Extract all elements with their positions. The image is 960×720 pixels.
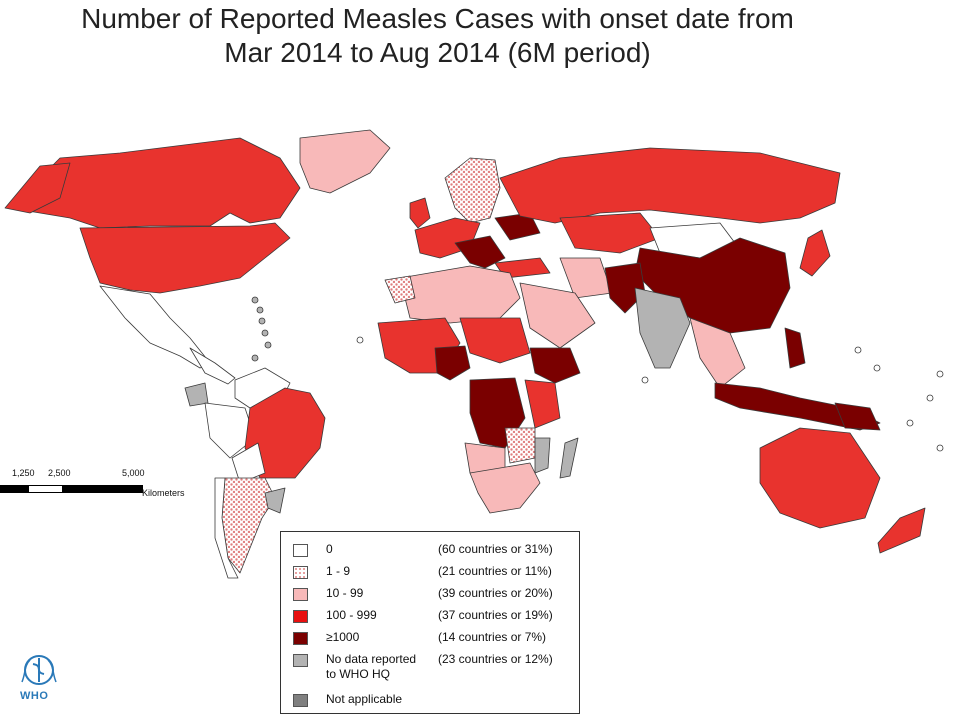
region-china — [634, 237, 791, 334]
region-nigeria — [434, 345, 471, 381]
who-logo: WHO — [16, 652, 62, 706]
region-north-africa — [399, 265, 521, 324]
region-ecuador — [184, 382, 209, 407]
title-line-2: Mar 2014 to Aug 2014 (6M period) — [224, 37, 651, 68]
scale-label-2: 2,500 — [48, 468, 71, 478]
scale-unit: Kilometers — [142, 488, 185, 498]
region-southern-africa — [469, 462, 541, 514]
map-legend: 0 (60 countries or 31%) 1 - 9 (21 countr… — [280, 531, 580, 714]
scale-bar: 1,250 2,500 5,000 Kilometers — [0, 468, 200, 508]
legend-swatch-mid — [293, 588, 308, 601]
legend-share: (21 countries or 11%) — [438, 564, 552, 578]
region-usa — [79, 222, 291, 294]
who-emblem-icon — [21, 655, 57, 685]
legend-swatch-very-high — [293, 632, 308, 645]
region-morocco — [384, 275, 416, 304]
legend-swatch-low — [293, 566, 308, 579]
region-india — [634, 287, 691, 369]
region-bolivia — [231, 442, 266, 484]
region-central-america — [189, 347, 236, 385]
region-sahel — [459, 317, 531, 364]
region-mozambique — [534, 437, 551, 474]
region-australia — [759, 427, 881, 529]
legend-share: (60 countries or 31%) — [438, 542, 553, 556]
region-uk — [409, 197, 431, 229]
region-new-zealand — [877, 507, 926, 554]
map-title: Number of Reported Measles Cases with on… — [0, 2, 900, 70]
legend-range: 0 — [326, 542, 333, 556]
region-madagascar — [559, 437, 579, 479]
region-scandinavia — [444, 157, 501, 224]
region-png — [834, 402, 881, 431]
legend-range: ≥1000 — [326, 630, 360, 644]
region-pakistan-afg — [604, 262, 646, 314]
region-kazakhstan — [559, 212, 661, 254]
scale-label-3: 5,000 — [122, 468, 145, 478]
legend-share: (14 countries or 7%) — [438, 630, 547, 644]
region-chile — [214, 477, 239, 579]
who-logo-text: WHO — [20, 690, 49, 702]
region-se-asia — [689, 317, 746, 389]
legend-range: 1 - 9 — [326, 564, 351, 578]
region-japan — [799, 229, 831, 277]
region-russia — [499, 147, 841, 224]
region-ethiopia — [529, 347, 581, 384]
title-line-1: Number of Reported Measles Cases with on… — [81, 3, 794, 34]
legend-range: 100 - 999 — [326, 608, 377, 622]
scale-label-1: 1,250 — [12, 468, 35, 478]
region-mexico — [99, 285, 211, 369]
region-philippines — [784, 327, 806, 369]
legend-swatch-no-data — [293, 654, 308, 667]
legend-item: No data reported to WHO HQ (23 countries… — [293, 652, 578, 682]
world-map — [4, 129, 944, 579]
legend-share: (37 countries or 19%) — [438, 608, 553, 622]
region-ukraine — [494, 212, 541, 241]
region-zambia — [504, 427, 536, 464]
region-peru — [204, 402, 256, 459]
legend-swatch-not-applicable — [293, 694, 308, 707]
legend-range: Not applicable — [326, 692, 403, 706]
legend-range: No data reported to WHO HQ — [326, 652, 417, 681]
region-alaska — [4, 162, 71, 214]
legend-range: 10 - 99 — [326, 586, 364, 600]
region-greenland — [299, 129, 391, 194]
region-east-africa — [524, 379, 561, 429]
legend-swatch-zero — [293, 544, 308, 557]
legend-share: (23 countries or 12%) — [438, 652, 553, 666]
legend-share: (39 countries or 20%) — [438, 586, 553, 600]
region-uruguay — [264, 487, 286, 514]
legend-swatch-high — [293, 610, 308, 623]
region-arabia — [519, 282, 596, 349]
